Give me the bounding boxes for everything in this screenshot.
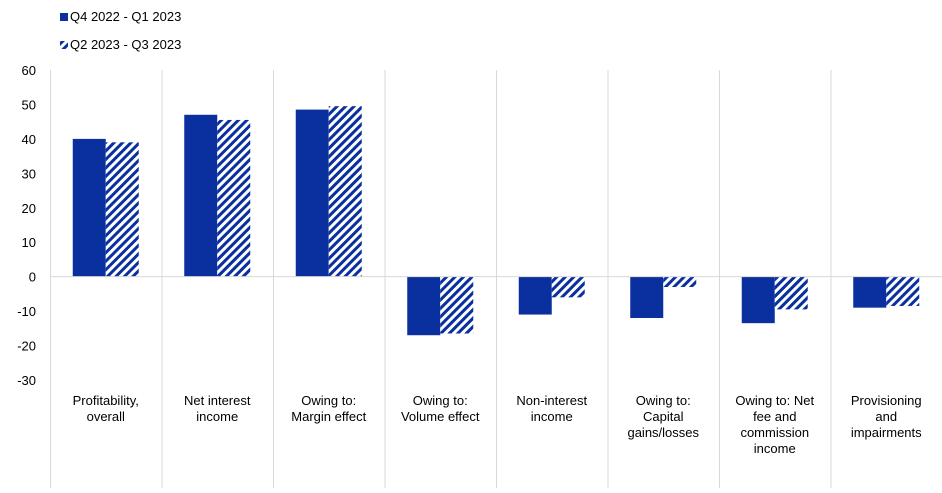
bars [72,106,920,336]
x-category-label-line: overall [87,409,125,424]
x-category-label: Owing to: Net fee and commission income [735,393,814,456]
x-category-label: Profitability, overall [73,393,139,424]
y-tick-label: 20 [22,201,36,216]
y-tick-label: 0 [29,270,36,285]
x-category-label-line: Owing to: [301,393,356,408]
y-tick-label: -30 [17,373,36,388]
x-category-label-line: Owing to: [413,393,468,408]
y-axis: 60 50 40 30 20 10 0 -10 -20 -30 [17,63,36,388]
legend-swatch-series-1 [60,13,68,21]
x-category-label: Owing to: Margin effect [291,393,366,424]
x-category-label-line: income [531,409,573,424]
bar-series-1-7 [853,276,887,308]
x-category-label-line: fee and [753,409,796,424]
bar-series-2-2 [328,106,362,277]
legend-swatch-series-2 [60,41,68,49]
y-tick-label: -10 [17,304,36,319]
bar-series-2-0 [105,142,139,277]
y-tick-label: 30 [22,166,36,181]
bar-series-2-1 [217,119,251,277]
legend: Q4 2022 - Q1 2023 Q2 2023 - Q3 2023 [60,9,181,52]
x-category-label: Net interest income [184,393,251,424]
y-tick-label: -20 [17,339,36,354]
bar-series-1-5 [630,276,664,318]
y-tick-label: 60 [22,63,36,78]
bar-series-1-3 [407,276,441,336]
bar-series-2-7 [886,276,920,306]
legend-label-series-2: Q2 2023 - Q3 2023 [70,37,181,52]
x-category-label: Provisioning and impairments [851,393,922,440]
x-category-label: Non-interest income [516,393,587,424]
category-separators [50,70,832,488]
bar-series-1-2 [295,109,329,277]
y-tick-label: 40 [22,132,36,147]
bar-series-2-4 [551,276,585,298]
x-category-label-line: Provisioning [851,393,922,408]
x-category-label-line: Capital [643,409,684,424]
bar-series-2-5 [663,276,697,287]
x-category-label-line: Owing to: [636,393,691,408]
y-tick-label: 50 [22,97,36,112]
x-category-label-line: Non-interest [516,393,587,408]
bar-series-2-6 [774,276,808,310]
x-category-label-line: Volume effect [401,409,480,424]
x-category-label: Owing to: Volume effect [401,393,480,424]
bar-series-1-0 [72,138,106,277]
x-category-label-line: income [196,409,238,424]
x-category-label-line: Net interest [184,393,251,408]
x-category-label-line: income [754,441,796,456]
legend-label-series-1: Q4 2022 - Q1 2023 [70,9,181,24]
x-category-label: Owing to: Capital gains/losses [627,393,699,440]
bar-series-2-3 [440,276,474,334]
bar-series-1-4 [518,276,552,315]
y-tick-label: 10 [22,235,36,250]
bar-series-1-1 [184,114,218,277]
bar-series-1-6 [741,276,775,324]
x-category-label-line: Owing to: Net [735,393,814,408]
x-category-label-line: commission [740,425,809,440]
x-category-label-line: impairments [851,425,922,440]
x-category-label-line: and [875,409,897,424]
x-category-label-line: gains/losses [627,425,699,440]
x-category-label-line: Profitability, [73,393,139,408]
x-category-label-line: Margin effect [291,409,366,424]
